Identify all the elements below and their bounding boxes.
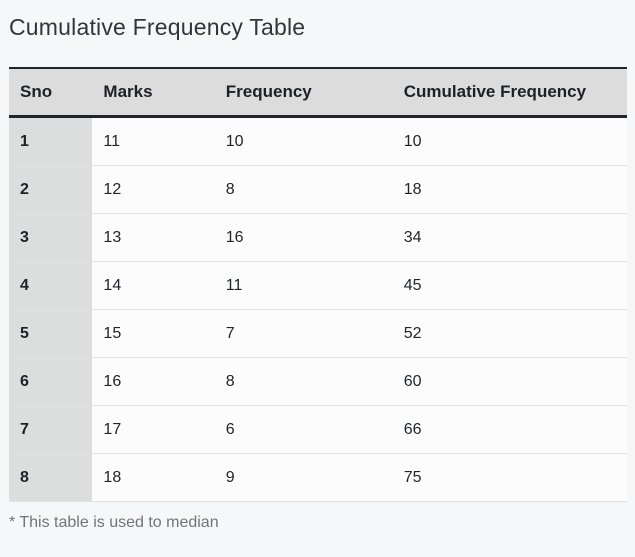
cumulative-frequency-table: Sno Marks Frequency Cumulative Frequency… (9, 67, 627, 502)
frequency-cell: 7 (214, 309, 393, 358)
sno-cell: 2 (9, 165, 93, 214)
marks-cell: 14 (92, 261, 215, 310)
frequency-cell: 8 (214, 357, 393, 406)
page-title: Cumulative Frequency Table (9, 14, 306, 40)
table-row: 1 11 10 10 (9, 116, 627, 166)
frequency-cell: 9 (214, 453, 393, 502)
column-header-frequency: Frequency (214, 67, 393, 118)
cumulative-frequency-cell: 34 (392, 213, 627, 262)
frequency-cell: 16 (214, 213, 393, 262)
column-header-cumulative-frequency: Cumulative Frequency (392, 67, 627, 118)
table-row: 3 13 16 34 (9, 213, 627, 262)
column-header-marks: Marks (92, 67, 215, 118)
frequency-cell: 10 (214, 116, 393, 166)
cumulative-frequency-cell: 60 (392, 357, 627, 406)
marks-cell: 11 (92, 116, 215, 166)
marks-cell: 17 (92, 405, 215, 454)
sno-cell: 7 (9, 405, 93, 454)
marks-cell: 13 (92, 213, 215, 262)
frequency-cell: 8 (214, 165, 393, 214)
table-row: 2 12 8 18 (9, 165, 627, 214)
cumulative-frequency-cell: 52 (392, 309, 627, 358)
sno-cell: 1 (9, 116, 93, 166)
marks-cell: 15 (92, 309, 215, 358)
table-row: 6 16 8 60 (9, 357, 627, 406)
cumulative-frequency-cell: 75 (392, 453, 627, 502)
cumulative-frequency-cell: 10 (392, 116, 627, 166)
sno-cell: 8 (9, 453, 93, 502)
table-row: 5 15 7 52 (9, 309, 627, 358)
table-row: 8 18 9 75 (9, 453, 627, 502)
frequency-cell: 6 (214, 405, 393, 454)
cumulative-frequency-cell: 45 (392, 261, 627, 310)
table-header-row: Sno Marks Frequency Cumulative Frequency (9, 67, 627, 118)
table-row: 4 14 11 45 (9, 261, 627, 310)
cumulative-frequency-cell: 66 (392, 405, 627, 454)
column-header-sno: Sno (9, 67, 93, 118)
marks-cell: 12 (92, 165, 215, 214)
sno-cell: 5 (9, 309, 93, 358)
sno-cell: 4 (9, 261, 93, 310)
page: Cumulative Frequency Table Sno Marks Fre… (9, 14, 627, 531)
table-footnote: * This table is used to median (9, 514, 219, 531)
marks-cell: 18 (92, 453, 215, 502)
cumulative-frequency-cell: 18 (392, 165, 627, 214)
frequency-cell: 11 (214, 261, 393, 310)
sno-cell: 3 (9, 213, 93, 262)
sno-cell: 6 (9, 357, 93, 406)
marks-cell: 16 (92, 357, 215, 406)
table-row: 7 17 6 66 (9, 405, 627, 454)
